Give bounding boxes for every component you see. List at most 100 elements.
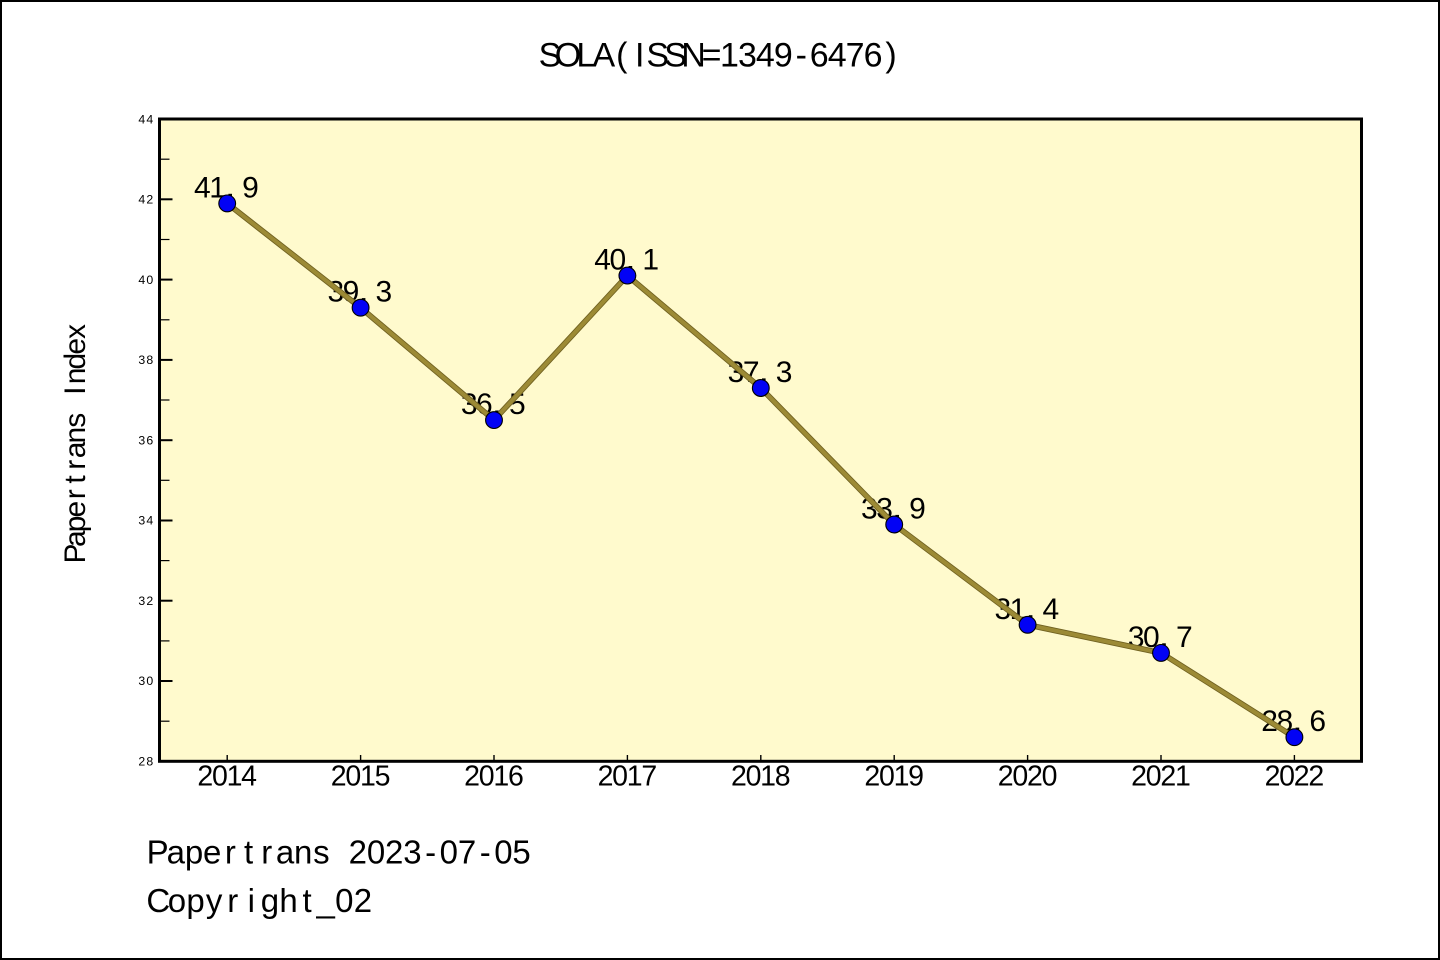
svg-text:3: 3: [138, 353, 145, 367]
svg-text:0: 0: [494, 833, 512, 870]
svg-text:0: 0: [212, 760, 228, 792]
svg-text:2: 2: [1027, 760, 1043, 792]
svg-text:r: r: [225, 833, 236, 870]
svg-text:g: g: [261, 882, 279, 919]
svg-text:4: 4: [146, 514, 153, 528]
svg-text:2: 2: [349, 833, 367, 870]
svg-text:0: 0: [1143, 621, 1160, 654]
svg-text:p: p: [185, 833, 203, 870]
svg-text:r: r: [59, 489, 92, 499]
svg-text:4: 4: [138, 273, 145, 287]
svg-text:2: 2: [1131, 760, 1147, 792]
svg-text:P: P: [59, 543, 92, 563]
svg-text:p: p: [186, 882, 204, 919]
svg-text:1: 1: [209, 171, 226, 204]
svg-text:3: 3: [403, 833, 421, 870]
svg-text:3: 3: [138, 594, 145, 608]
svg-text:x: x: [59, 324, 92, 339]
svg-text:o: o: [168, 882, 186, 919]
svg-text:3: 3: [138, 433, 145, 447]
svg-text:4: 4: [146, 112, 153, 126]
svg-text:4: 4: [241, 760, 257, 792]
svg-text:9: 9: [242, 171, 259, 204]
svg-text:4: 4: [1043, 593, 1060, 626]
svg-text:n: n: [59, 427, 92, 444]
svg-text:-: -: [480, 833, 491, 870]
svg-text:9: 9: [908, 760, 924, 792]
svg-text:1: 1: [360, 760, 376, 792]
svg-text:2: 2: [146, 594, 153, 608]
svg-text:0: 0: [609, 244, 626, 277]
svg-text:6: 6: [1309, 705, 1326, 738]
svg-text:P: P: [147, 833, 169, 870]
svg-text:A: A: [592, 36, 615, 74]
svg-text:1: 1: [227, 760, 243, 792]
svg-text:0: 0: [1012, 760, 1028, 792]
svg-text:t: t: [59, 475, 92, 484]
svg-text:S: S: [646, 36, 669, 74]
svg-text:3: 3: [138, 514, 145, 528]
svg-text:2: 2: [197, 760, 213, 792]
svg-text:2: 2: [385, 833, 403, 870]
svg-text:-: -: [796, 36, 807, 74]
svg-text:e: e: [59, 338, 92, 355]
svg-text:0: 0: [1146, 760, 1162, 792]
svg-text:0: 0: [746, 760, 762, 792]
svg-text:2: 2: [1308, 760, 1324, 792]
svg-text:0: 0: [612, 760, 628, 792]
svg-text:s: s: [59, 413, 92, 428]
svg-text:_: _: [316, 882, 336, 919]
svg-text:3: 3: [776, 356, 793, 389]
svg-text:a: a: [276, 833, 295, 870]
svg-text:=: =: [702, 36, 722, 74]
svg-text:1: 1: [720, 36, 739, 74]
svg-text:1: 1: [760, 760, 776, 792]
svg-text:e: e: [59, 501, 92, 518]
svg-text:4: 4: [194, 171, 211, 204]
svg-text:4: 4: [594, 244, 611, 277]
svg-text:7: 7: [846, 36, 865, 74]
svg-text:0: 0: [440, 833, 458, 870]
svg-text:4: 4: [138, 193, 145, 207]
svg-text:2: 2: [354, 882, 372, 919]
svg-text:8: 8: [146, 353, 153, 367]
svg-text:1: 1: [493, 760, 509, 792]
svg-text:0: 0: [367, 833, 385, 870]
svg-text:2: 2: [1265, 760, 1281, 792]
svg-text:d: d: [59, 353, 92, 370]
svg-text:0: 0: [345, 760, 361, 792]
svg-text:I: I: [59, 387, 92, 395]
svg-text:2: 2: [138, 755, 145, 769]
svg-text:2: 2: [864, 760, 880, 792]
svg-text:7: 7: [458, 833, 476, 870]
svg-text:1: 1: [642, 244, 659, 277]
svg-text:r: r: [59, 460, 92, 470]
svg-text:2: 2: [146, 193, 153, 207]
svg-text:S: S: [539, 36, 562, 74]
svg-text:4: 4: [828, 36, 847, 74]
svg-text:5: 5: [512, 833, 530, 870]
svg-text:h: h: [279, 882, 297, 919]
svg-text:a: a: [59, 530, 92, 547]
svg-text:0: 0: [146, 273, 153, 287]
svg-text:0: 0: [1279, 760, 1295, 792]
svg-text:4: 4: [756, 36, 775, 74]
svg-text:8: 8: [146, 755, 153, 769]
svg-text:0: 0: [479, 760, 495, 792]
svg-text:I: I: [635, 36, 644, 74]
svg-text:t: t: [244, 833, 253, 870]
svg-text:y: y: [206, 882, 223, 919]
svg-text:-: -: [425, 833, 436, 870]
svg-text:e: e: [203, 833, 221, 870]
svg-text:1: 1: [627, 760, 643, 792]
svg-text:6: 6: [146, 433, 153, 447]
svg-text:6: 6: [508, 760, 524, 792]
svg-text:7: 7: [1176, 621, 1193, 654]
svg-text:6: 6: [810, 36, 829, 74]
svg-text:9: 9: [774, 36, 793, 74]
svg-text:2: 2: [598, 760, 614, 792]
svg-text:0: 0: [1042, 760, 1058, 792]
svg-text:5: 5: [375, 760, 391, 792]
svg-text:N: N: [681, 36, 706, 74]
svg-text:7: 7: [641, 760, 657, 792]
